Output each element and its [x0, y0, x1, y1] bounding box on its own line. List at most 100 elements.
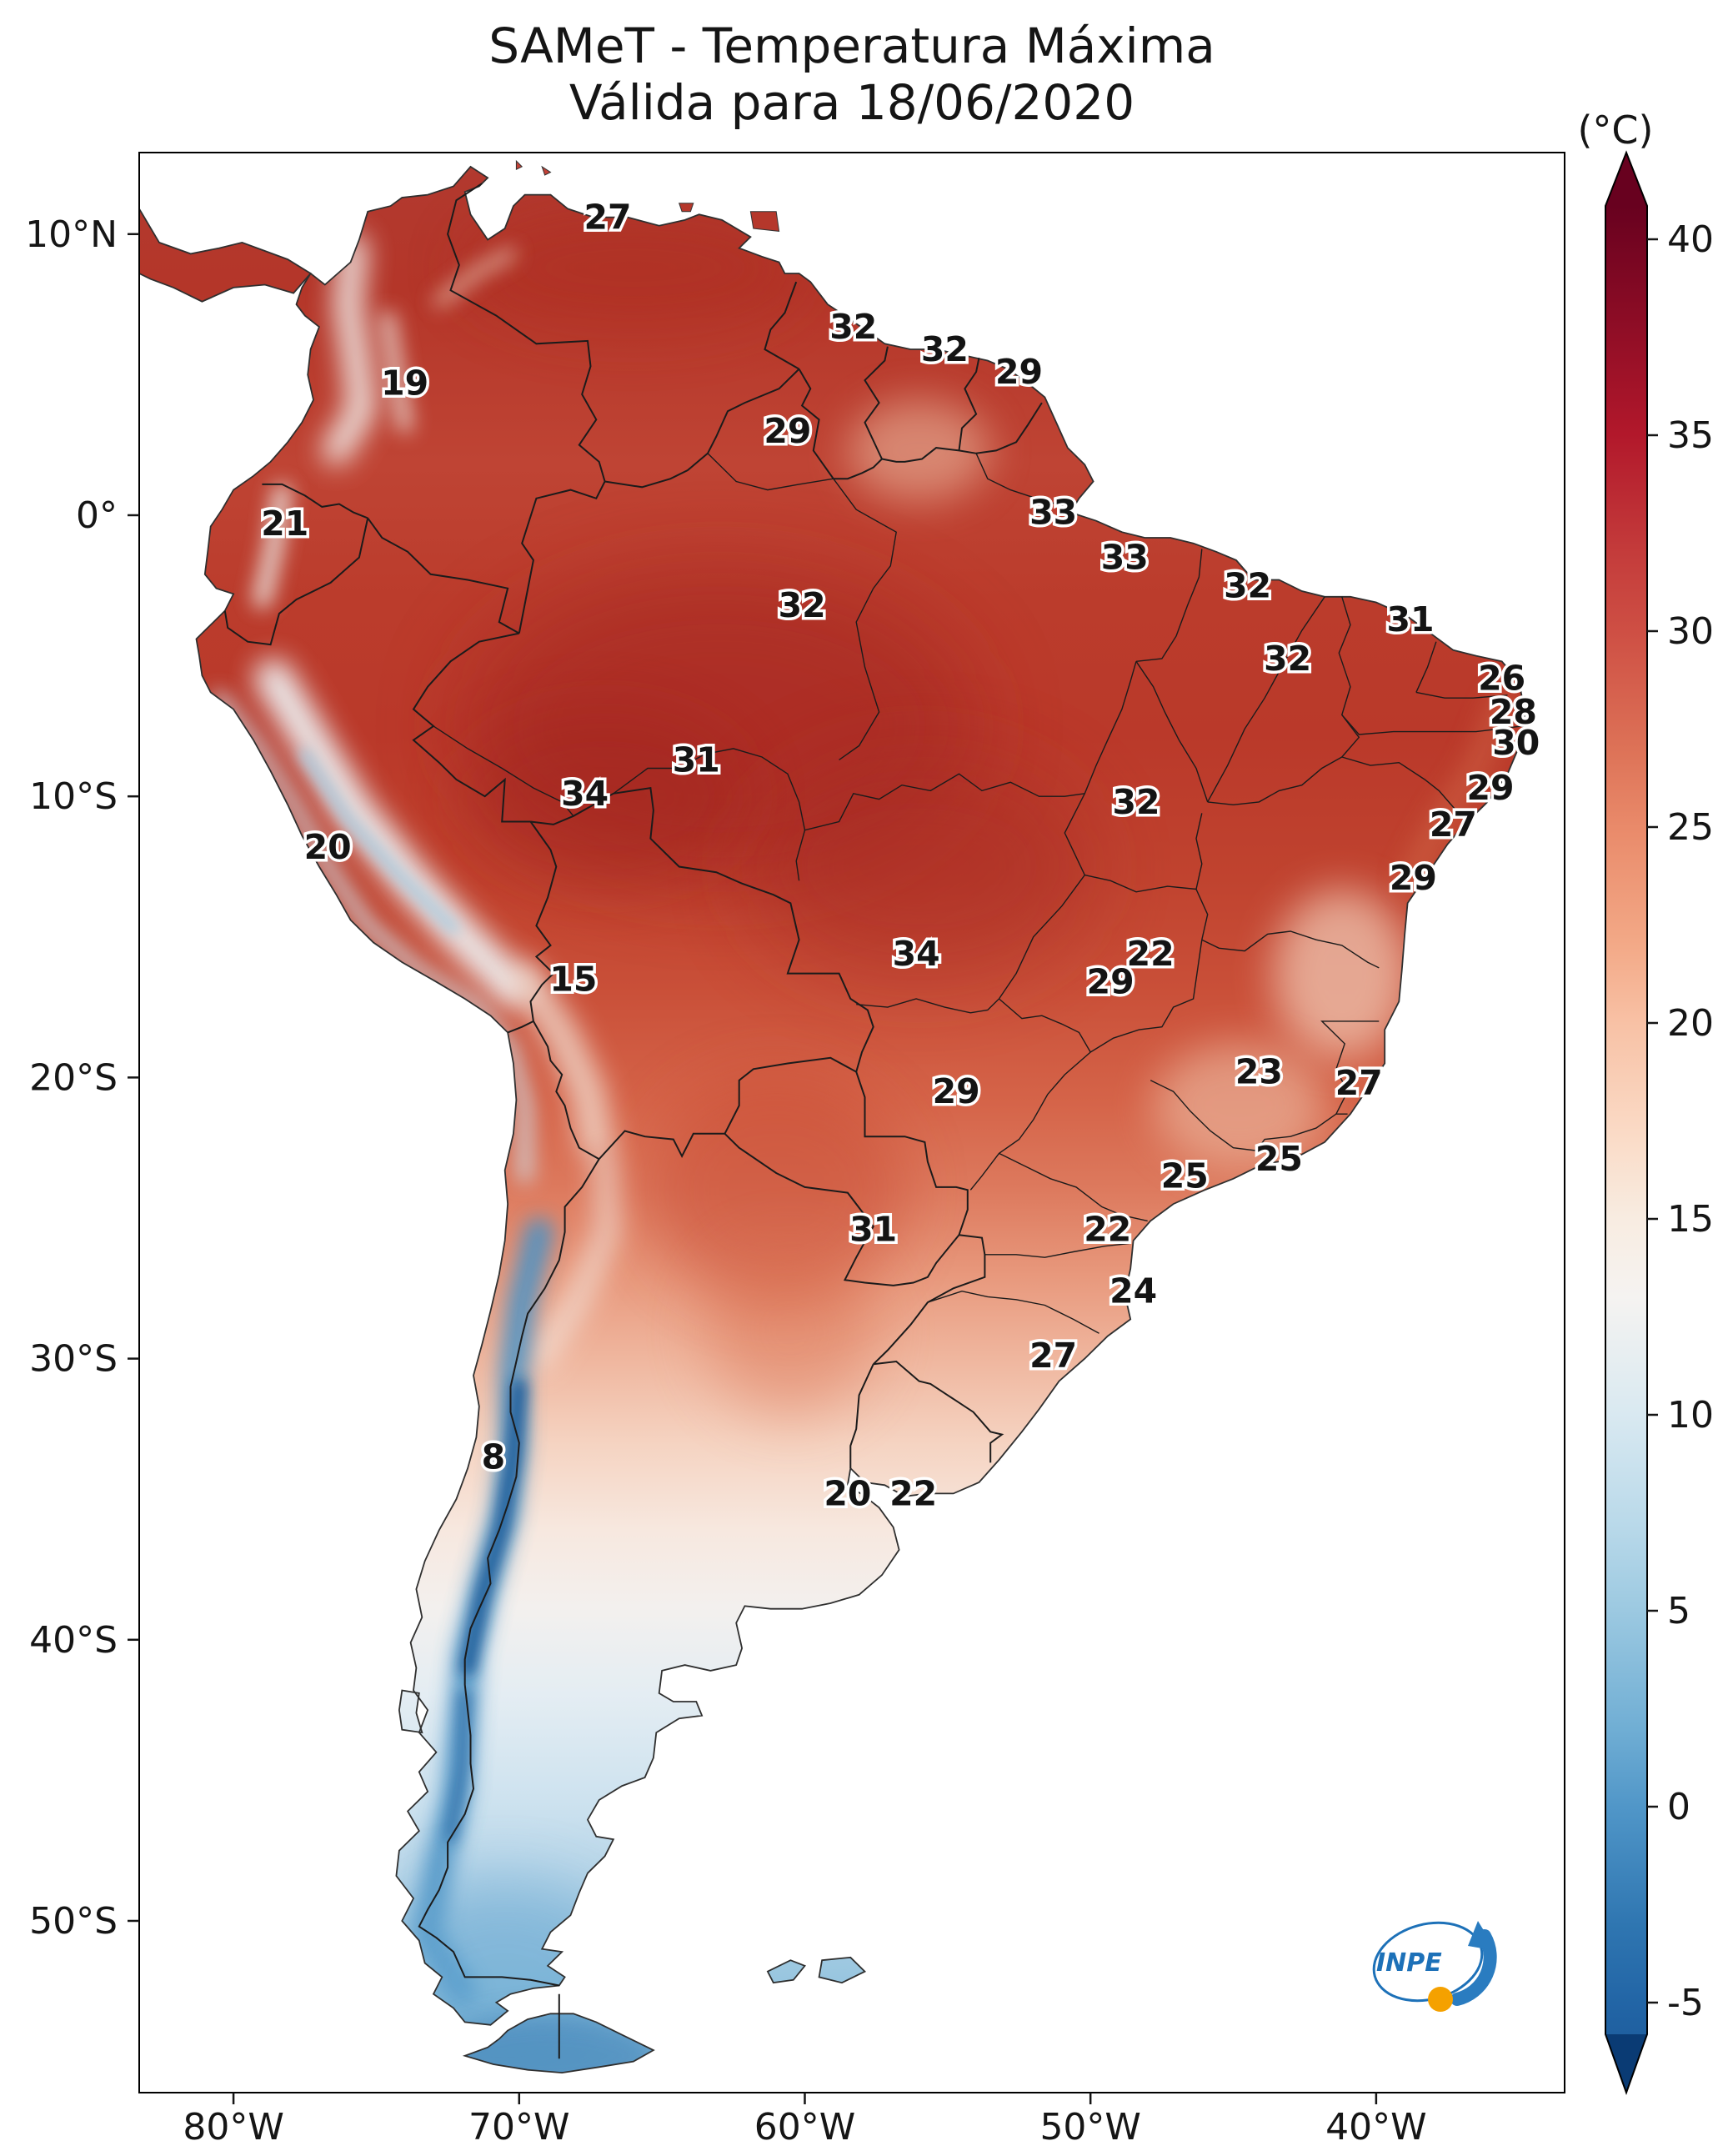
x-axis-tick-label: 70°W: [468, 2106, 570, 2148]
inpe-logo-text: INPE: [1376, 1948, 1442, 1978]
inpe-logo: INPE: [1372, 1921, 1497, 2012]
colorbar-tick-label: 20: [1667, 1002, 1714, 1045]
country-border: [855, 1071, 969, 1236]
country-border: [873, 1234, 986, 1366]
temperature-shading: [253, 484, 292, 609]
coastline: [195, 165, 1526, 2026]
y-axis-tick-label: 10°N: [25, 213, 118, 256]
plot-frame: [138, 152, 1565, 2093]
temperature-shading: [1273, 889, 1411, 1058]
y-axis-tick-label: 10°S: [29, 775, 118, 818]
temperature-shading: [528, 1151, 619, 1370]
station-temperature-label: 29: [1390, 858, 1437, 898]
station-temperature-label: 32: [1264, 639, 1311, 679]
station-temperature-label: 29: [764, 411, 811, 451]
state-border: [1201, 930, 1380, 969]
inpe-logo-arrowhead: [1468, 1921, 1496, 1951]
temperature-shading: [847, 399, 991, 502]
colorbar-tick-label: 5: [1667, 1590, 1690, 1632]
colorbar-ticks: 40 35 30 25 20 15 10 5 0 -5: [1647, 218, 1714, 2024]
state-border: [833, 478, 897, 760]
colorbar-bottom-arrow: [1605, 2034, 1647, 2093]
country-border: [724, 1056, 857, 1135]
station-temperature-label: 23: [1235, 1052, 1283, 1092]
country-border: [223, 518, 369, 646]
station-temperature-label: 31: [673, 740, 720, 780]
temperature-shading: [380, 310, 413, 434]
station-temperature-label: 32: [921, 329, 969, 369]
station-temperature-label: 32: [779, 585, 826, 625]
y-axis-tick-label: 40°S: [29, 1619, 118, 1662]
country-border: [530, 786, 874, 1072]
country-border: [724, 1133, 960, 1286]
country-border: [849, 1363, 874, 1469]
station-temperature-label: 26: [1478, 659, 1525, 699]
state-border: [1320, 1020, 1380, 1115]
coastline: [398, 1689, 423, 1734]
x-axis-tick-label: 60°W: [754, 2106, 856, 2148]
temperature-shading: [322, 233, 377, 465]
temperature-shading: [433, 2013, 663, 2073]
state-border: [1195, 813, 1209, 940]
coastline: [138, 206, 312, 303]
station-temperature-label: 34: [561, 774, 609, 814]
station-temperature-label: 32: [1112, 782, 1160, 822]
islet: [749, 211, 780, 232]
colorbar-unit-label: (°C): [1577, 108, 1653, 153]
country-border: [958, 358, 980, 451]
state-border: [1341, 756, 1457, 811]
colorbar-tick-label: 0: [1667, 1786, 1690, 1828]
coastline: [462, 2013, 655, 2074]
country-border: [529, 820, 558, 1022]
state-border: [1135, 549, 1203, 662]
state-border: [1084, 874, 1197, 893]
station-temperature-label: 21: [261, 504, 308, 544]
state-border: [1150, 1080, 1348, 1151]
station-temperature-label: 33: [1029, 493, 1077, 533]
colorbar-outline: [1605, 150, 1648, 2095]
temperature-shading: [748, 754, 1091, 980]
colorbar: (°C) 40 35 30 25 20 15 10 5 0 -5: [1577, 108, 1714, 2095]
colorbar-tick-label: -5: [1667, 1982, 1704, 2024]
state-border: [998, 793, 1086, 1000]
country-border: [507, 1020, 534, 1034]
state-border: [969, 1051, 1091, 1191]
state-border: [999, 1152, 1148, 1222]
temperature-shading: [1153, 1043, 1325, 1168]
coastline: [766, 1959, 806, 1984]
state-border: [1207, 756, 1343, 806]
station-temperature-label: 19: [381, 364, 428, 404]
country-border: [262, 483, 368, 519]
colorbar-tick-label: 40: [1667, 218, 1714, 261]
station-temperature-label: 29: [933, 1071, 980, 1111]
temperature-shading: [1400, 688, 1515, 891]
coastline: [818, 1956, 867, 1984]
station-temperature-label: 22: [889, 1473, 937, 1513]
station-temperature-label: 33: [1101, 538, 1149, 578]
station-temperature-label: 22: [1084, 1210, 1131, 1250]
state-border: [1207, 596, 1325, 803]
country-border: [418, 1158, 600, 1987]
temperature-shading: [298, 748, 459, 935]
state-border: [856, 998, 999, 1014]
colorbar-tick-label: 25: [1667, 806, 1714, 849]
x-axis-tick-label: 50°W: [1039, 2106, 1141, 2148]
temperature-shading: [704, 1246, 877, 1416]
axes: 10°N 0° 10°S 20°S 30°S 40°S 50°S 80°W 70°W 60°W 50…: [25, 213, 1427, 2148]
station-temperature-label: 29: [1466, 768, 1514, 808]
temperature-shading: [462, 206, 805, 330]
temperature-shading: [462, 712, 748, 881]
station-temperature-label: 32: [829, 307, 877, 347]
colorbar-tick-label: 35: [1667, 414, 1714, 457]
country-border: [367, 517, 520, 634]
political-borders: [223, 183, 1522, 2059]
station-temperature-label: 34: [893, 934, 940, 974]
state-border: [984, 1242, 1131, 1258]
y-axis-tick-label: 20°S: [29, 1056, 118, 1099]
figure-title-line1: SAMeT - Temperatura Máxima: [488, 18, 1215, 74]
colorbar-tick-label: 15: [1667, 1198, 1714, 1241]
station-temperature-label: 29: [1087, 962, 1134, 1002]
islet: [541, 165, 552, 176]
country-border: [447, 183, 606, 482]
